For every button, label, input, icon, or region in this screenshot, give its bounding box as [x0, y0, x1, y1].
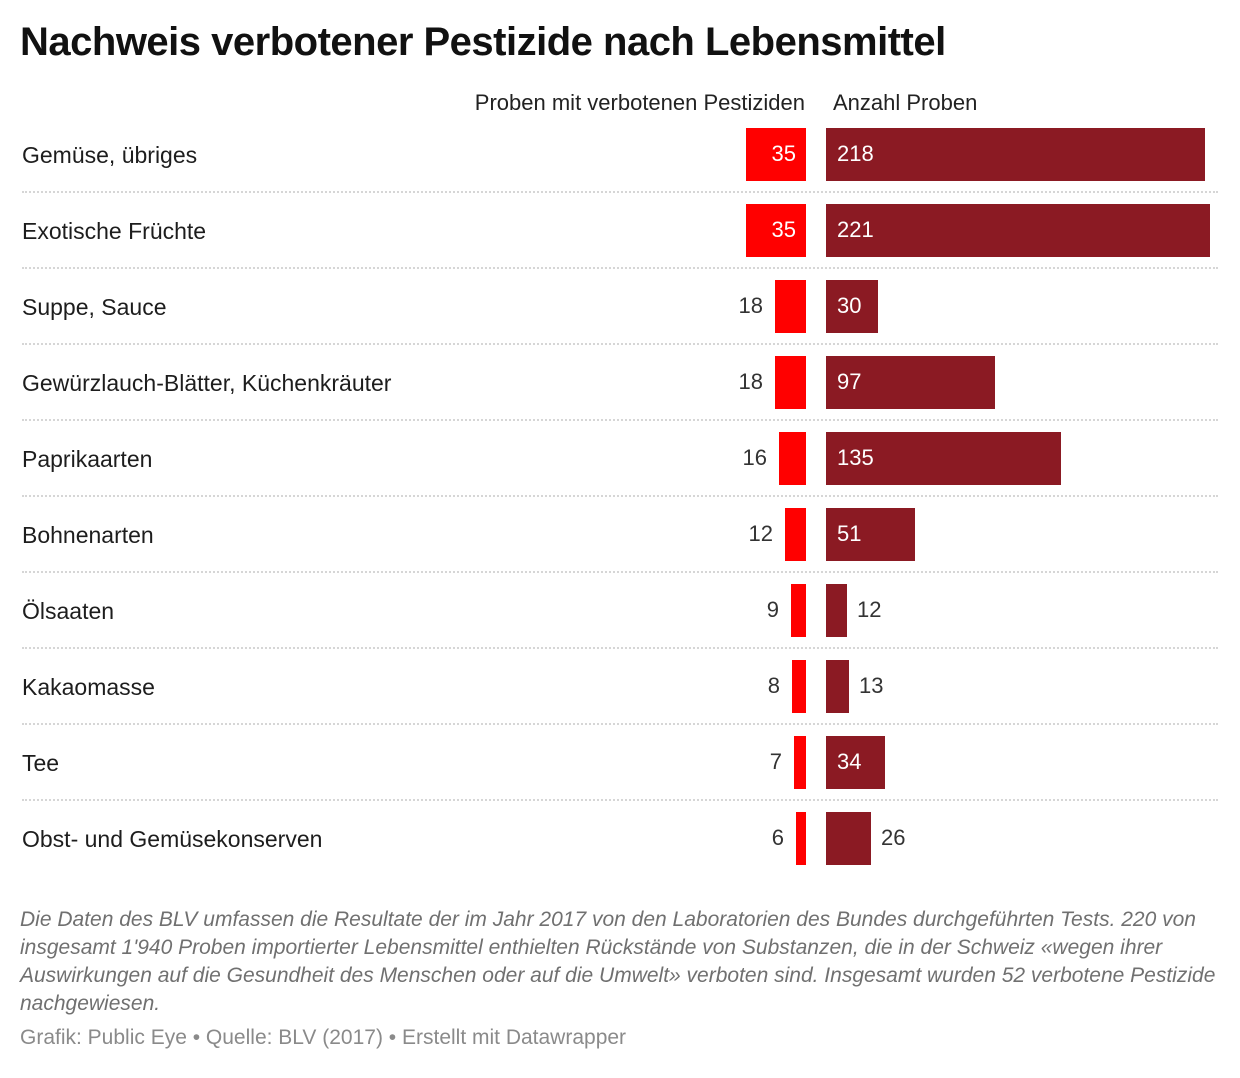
- bar-samples: [826, 204, 1210, 257]
- bar-samples: [826, 280, 878, 333]
- column-header-samples: Anzahl Proben: [833, 90, 978, 115]
- data-label-samples: 218: [837, 141, 874, 166]
- category-label: Bohnenarten: [22, 522, 154, 548]
- data-label-samples: 221: [837, 217, 874, 242]
- bar-chart: Gemüse, übriges 35 218 Exotische Früchte 35 2…: [22, 128, 1218, 865]
- chart-title: Nachweis verbotener Pestizide nach Leben…: [20, 20, 946, 64]
- category-label: Tee: [22, 750, 60, 776]
- column-header-forbidden: Proben mit verbotenen Pestiziden: [474, 90, 805, 115]
- category-label: Suppe, Sauce: [22, 294, 167, 320]
- data-label-forbidden: 6: [771, 825, 784, 850]
- bar-forbidden: [775, 280, 806, 333]
- data-label-forbidden: 12: [748, 521, 773, 546]
- bar-forbidden: [796, 812, 806, 865]
- bar-samples: [826, 736, 885, 789]
- bar-samples: [826, 432, 1061, 485]
- bar-forbidden: [794, 736, 806, 789]
- bar-forbidden: [775, 356, 806, 409]
- data-label-forbidden: 7: [769, 749, 782, 774]
- data-label-forbidden: 16: [742, 445, 767, 470]
- row-separator: [22, 343, 1218, 345]
- data-label-forbidden: 9: [766, 597, 779, 622]
- category-label: Paprikaarten: [22, 446, 153, 472]
- row-separator: [22, 191, 1218, 193]
- bar-forbidden: [779, 432, 806, 485]
- data-label-forbidden: 35: [771, 217, 796, 242]
- category-label: Obst- und Gemüsekonserven: [22, 826, 323, 852]
- bar-forbidden: [746, 128, 806, 181]
- data-label-samples: 135: [837, 445, 874, 470]
- bar-samples: [826, 660, 849, 713]
- data-label-samples: 13: [859, 673, 884, 698]
- data-label-forbidden: 8: [767, 673, 780, 698]
- bar-samples: [826, 128, 1205, 181]
- bar-forbidden: [791, 584, 806, 637]
- data-label-samples: 97: [837, 369, 862, 394]
- row-separator: [22, 495, 1218, 497]
- row-separator: [22, 799, 1218, 801]
- chart-footnote: Die Daten des BLV umfassen die Resultate…: [20, 908, 1216, 1015]
- row-separator: [22, 419, 1218, 421]
- category-label: Exotische Früchte: [22, 218, 207, 244]
- bar-samples: [826, 584, 847, 637]
- bar-samples: [826, 812, 871, 865]
- category-label: Gewürzlauch-Blätter, Küchenkräuter: [22, 370, 392, 396]
- data-label-forbidden: 18: [738, 293, 763, 318]
- bar-forbidden: [746, 204, 806, 257]
- data-label-samples: 30: [837, 293, 862, 318]
- category-label: Ölsaaten: [22, 598, 115, 624]
- bar-samples: [826, 356, 995, 409]
- data-label-forbidden: 35: [771, 141, 796, 166]
- chart-credits: Grafik: Public Eye • Quelle: BLV (2017) …: [20, 1026, 627, 1049]
- row-separator: [22, 267, 1218, 269]
- data-label-samples: 34: [837, 749, 862, 774]
- row-separator: [22, 571, 1218, 573]
- data-label-samples: 26: [881, 825, 906, 850]
- data-label-forbidden: 18: [738, 369, 763, 394]
- data-label-samples: 51: [837, 521, 862, 546]
- row-separator: [22, 723, 1218, 725]
- bar-forbidden: [785, 508, 806, 561]
- data-label-samples: 12: [857, 597, 882, 622]
- category-label: Gemüse, übriges: [22, 142, 198, 168]
- row-separator: [22, 647, 1218, 649]
- bar-forbidden: [792, 660, 806, 713]
- bar-samples: [826, 508, 915, 561]
- category-label: Kakaomasse: [22, 674, 155, 700]
